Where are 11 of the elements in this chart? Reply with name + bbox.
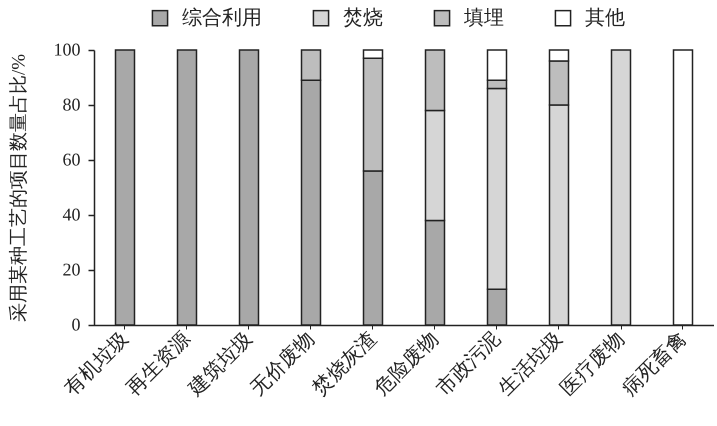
- legend-label: 其他: [585, 7, 625, 30]
- y-tick-label: 60: [62, 150, 80, 170]
- y-tick-label: 20: [62, 260, 80, 280]
- legend-label: 填埋: [463, 7, 504, 30]
- y-tick-label: 80: [62, 94, 80, 114]
- y-tick-label: 40: [62, 204, 80, 224]
- y-tick-label: 0: [72, 314, 80, 334]
- legend-label: 综合利用: [182, 7, 262, 30]
- y-tick-label: 100: [54, 40, 80, 60]
- legend-label: 焚烧: [343, 7, 383, 30]
- y-axis-title: 采用某种工艺的项目数量占比/%: [8, 54, 30, 322]
